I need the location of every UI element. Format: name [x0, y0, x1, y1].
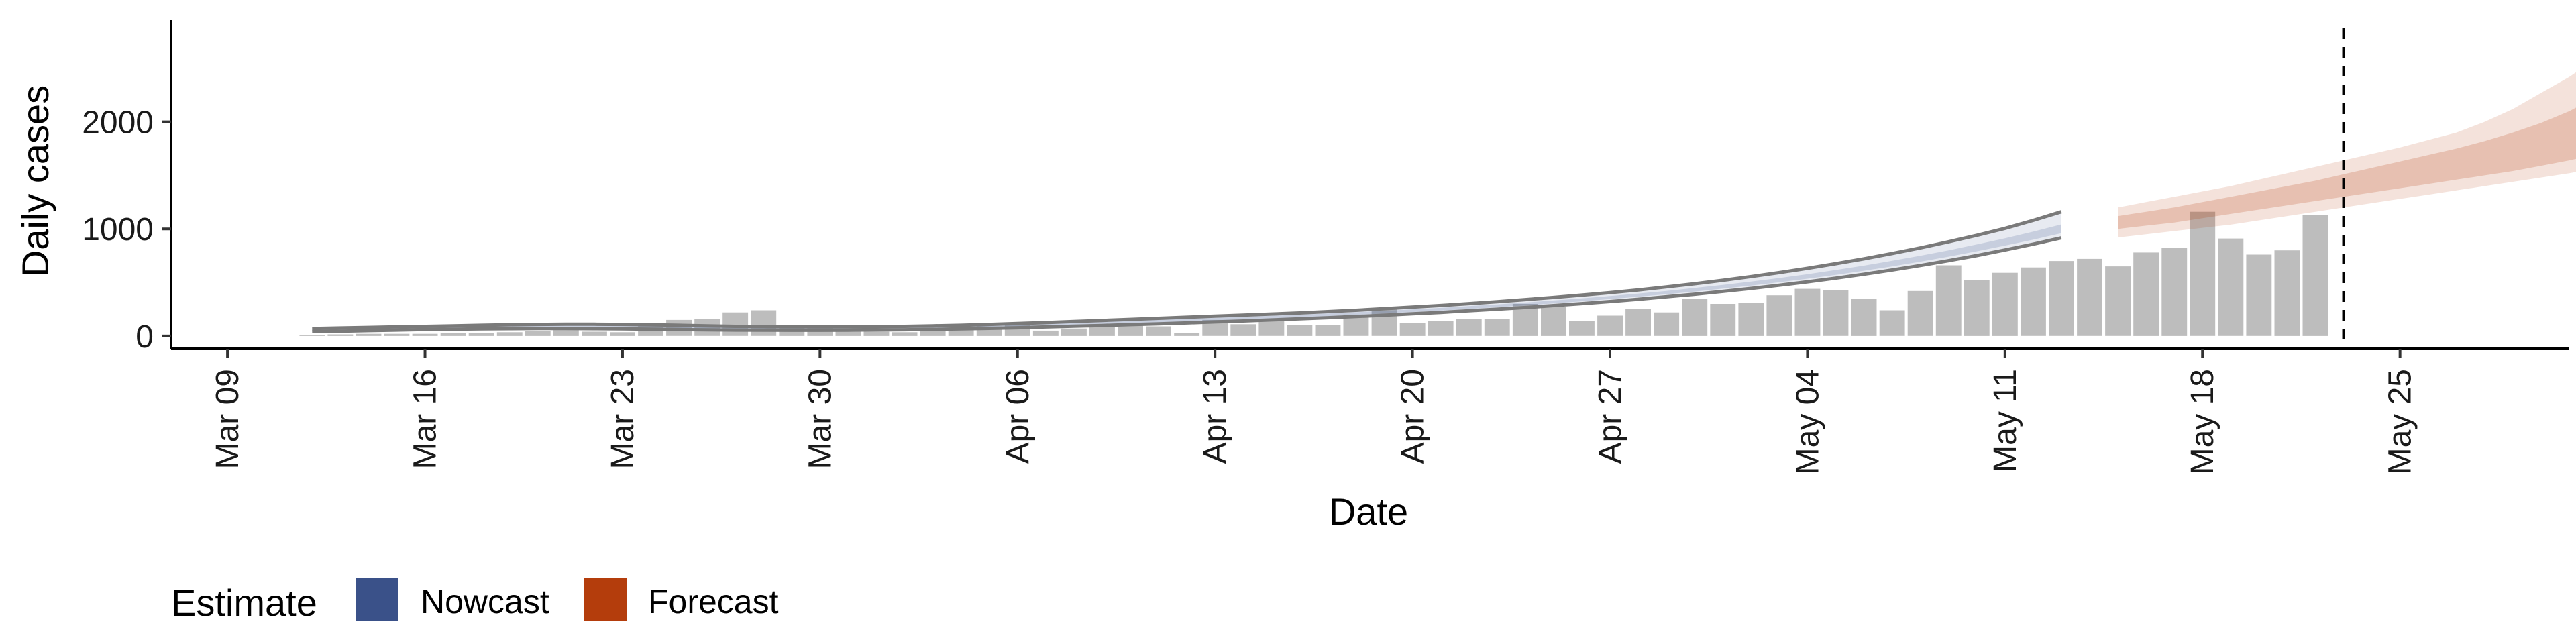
y-tick-label: 2000 [82, 105, 154, 141]
y-tick-label: 0 [136, 319, 154, 355]
bar [948, 328, 974, 336]
bar [722, 312, 749, 336]
bar [1682, 299, 1708, 336]
bar [1907, 290, 1933, 336]
x-tick-label: Mar 30 [802, 369, 838, 469]
x-tick-label: Apr 20 [1395, 369, 1431, 464]
bar [468, 333, 494, 336]
bar [2021, 267, 2046, 336]
bar [327, 334, 354, 336]
x-tick-label: May 11 [1988, 369, 2023, 472]
bar [1654, 312, 1680, 336]
bar [1851, 299, 1877, 336]
bar [412, 333, 438, 336]
bar [1287, 325, 1313, 336]
bar [1371, 308, 1397, 336]
bar [1766, 295, 1792, 336]
x-tick-label: May 25 [2383, 369, 2418, 474]
bar [2246, 254, 2272, 336]
bar [1456, 319, 1482, 336]
bar [1032, 330, 1059, 336]
bar [1992, 272, 2018, 336]
x-tick-label: May 04 [1790, 369, 1825, 474]
bar [1541, 307, 1566, 336]
bar [863, 331, 890, 336]
bar [553, 330, 579, 336]
bar [2049, 261, 2074, 336]
x-tick-label: Mar 09 [210, 369, 246, 469]
bar [582, 331, 607, 336]
y-ticks: 0 1000 2000 [82, 105, 171, 355]
bar [2190, 211, 2216, 336]
legend-label-forecast: Forecast [648, 583, 779, 621]
bar [1569, 321, 1595, 336]
bar [1258, 319, 1285, 336]
bar [1202, 319, 1228, 336]
bar [1484, 319, 1510, 336]
x-ticks: Mar 09 Mar 16 Mar 23 Mar 30 Apr 06 Apr 13 Apr … [210, 349, 2418, 474]
bar [496, 332, 523, 336]
bar [1879, 310, 1905, 336]
legend-swatch-forecast [584, 578, 627, 621]
bar [1794, 288, 1821, 336]
axes-layer [170, 20, 2569, 350]
bar [1399, 323, 1426, 336]
forecast-inner-band [2118, 107, 2576, 229]
nowcast-lower-line [312, 236, 2062, 333]
x-tick-label: Apr 27 [1593, 369, 1628, 464]
bar [1738, 303, 1764, 336]
x-tick-label: May 18 [2185, 369, 2220, 474]
bar [384, 333, 410, 336]
lines-layer [312, 210, 2062, 333]
x-tick-label: Mar 23 [605, 369, 641, 469]
y-axis-title: Daily cases [14, 85, 56, 277]
bar [525, 331, 551, 336]
x-tick-label: Apr 06 [1000, 369, 1036, 464]
bar [1061, 328, 1087, 336]
bar [1428, 321, 1454, 336]
bar [1315, 325, 1341, 336]
legend: Estimate Nowcast Forecast [171, 578, 779, 624]
bar [1597, 315, 1623, 336]
bars-layer [299, 211, 2328, 336]
bar [835, 329, 861, 336]
bar [2302, 215, 2328, 336]
bar [1146, 326, 1171, 336]
bar [892, 332, 918, 336]
forecast-outer-band [2118, 72, 2576, 237]
bar [2218, 238, 2244, 336]
nowcast-upper-line [312, 210, 2062, 331]
x-tick-label: Mar 16 [408, 369, 443, 469]
bar [610, 332, 635, 336]
bar [1823, 290, 1849, 336]
bar [751, 310, 777, 336]
bar [1118, 324, 1143, 336]
legend-label-nowcast: Nowcast [421, 583, 549, 621]
x-tick-label: Apr 13 [1197, 369, 1233, 464]
bar [356, 333, 382, 336]
legend-swatch-nowcast [356, 578, 398, 621]
bar [1174, 333, 1200, 336]
bar [1710, 304, 1736, 336]
x-axis-title: Date [1329, 490, 1408, 533]
bar [1935, 265, 1962, 336]
bar [2161, 248, 2188, 336]
bar [1625, 309, 1651, 336]
bar [1230, 324, 1256, 336]
y-tick-label: 1000 [82, 212, 154, 248]
bar [2105, 266, 2131, 336]
bar [2133, 252, 2159, 336]
bar [2077, 258, 2102, 336]
bar [920, 329, 946, 336]
bar [1964, 280, 1990, 336]
legend-title: Estimate [171, 582, 317, 624]
bar [299, 335, 325, 336]
bar [2274, 250, 2300, 336]
bands-layer [312, 72, 2576, 332]
bar [440, 333, 466, 336]
